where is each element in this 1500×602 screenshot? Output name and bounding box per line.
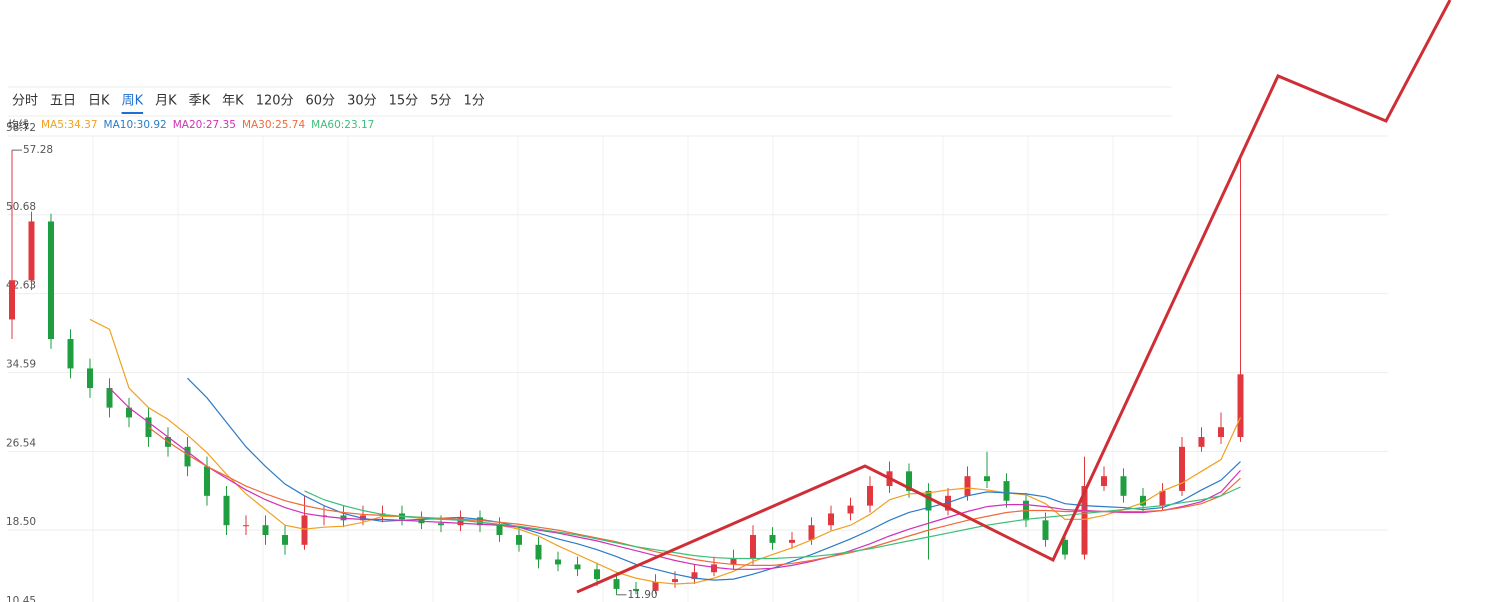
legend-entry: MA20:27.35: [173, 119, 236, 131]
y-tick-label: 18.50: [6, 516, 36, 528]
candle-body: [496, 525, 503, 536]
candle-body: [1003, 481, 1010, 501]
candle-body: [964, 476, 971, 496]
candle-body: [750, 535, 756, 559]
candle-body: [457, 517, 464, 526]
candle-body: [535, 544, 542, 560]
period-tab[interactable]: 五日: [50, 94, 76, 109]
ma-line: [89, 318, 1242, 585]
candle-body: [789, 539, 795, 543]
candle-body: [87, 368, 93, 389]
period-tab[interactable]: 15分: [389, 94, 419, 109]
period-tab[interactable]: 季K: [189, 94, 211, 109]
candle-body: [1159, 490, 1166, 506]
candle-body: [555, 559, 561, 565]
candle-body: [28, 221, 35, 281]
period-tab[interactable]: 月K: [155, 94, 177, 109]
ma-line: [148, 426, 1241, 566]
min-label: 11.90: [628, 589, 658, 601]
period-tab[interactable]: 1分: [463, 94, 484, 109]
ma-label: 均线: [8, 118, 29, 131]
candle-body: [613, 579, 620, 589]
legend-entry: MA10:30.92: [104, 119, 167, 131]
candle-body: [243, 525, 249, 527]
candle-body: [516, 535, 522, 545]
candle-body: [906, 471, 912, 491]
ma-line: [304, 486, 1241, 560]
candle-body: [48, 221, 54, 340]
period-tab[interactable]: 日K: [88, 94, 110, 109]
period-tab[interactable]: 60分: [306, 94, 336, 109]
candle-body: [223, 495, 230, 526]
candle-body: [984, 476, 990, 482]
candle-body: [633, 588, 639, 591]
candle-body: [1198, 437, 1205, 447]
drawn-trend-line: [576, 0, 1452, 594]
candle-body: [867, 486, 873, 506]
candle-body: [438, 523, 444, 526]
candle-body: [925, 490, 932, 511]
candle-body: [184, 446, 191, 467]
period-tab[interactable]: 5分: [430, 94, 451, 109]
legend-entry: MA5:34.37: [41, 119, 98, 131]
candle-body: [1140, 495, 1146, 506]
candle-body: [1101, 476, 1107, 487]
candle-body: [1237, 374, 1244, 438]
candle-body: [477, 517, 483, 526]
y-tick-label: 26.54: [6, 437, 36, 449]
ma-line: [187, 377, 1241, 581]
candle-body: [847, 505, 854, 514]
period-tab[interactable]: 分时: [12, 94, 38, 109]
legend-entry: MA30:25.74: [242, 119, 306, 131]
candle-body: [106, 388, 113, 408]
candle-body: [691, 572, 698, 580]
candle-body: [1120, 476, 1127, 496]
max-label: 57.28: [23, 144, 53, 156]
ma-line: [109, 387, 1241, 570]
candle-body: [652, 582, 659, 591]
candle-body: [1218, 427, 1224, 438]
candle-body: [711, 564, 717, 573]
candle-body: [672, 579, 678, 583]
y-tick-label: 34.59: [6, 358, 36, 370]
candle-body: [730, 558, 737, 565]
period-tab[interactable]: 30分: [347, 94, 377, 109]
period-tab[interactable]: 周K: [122, 94, 144, 109]
candle-body: [1042, 520, 1049, 540]
candle-body: [1179, 446, 1185, 491]
candle-body: [145, 417, 152, 438]
plot: 57.28 11.90: [9, 144, 1244, 601]
candle-body: [282, 535, 288, 545]
period-tab[interactable]: 120分: [256, 94, 294, 109]
candle-body: [67, 339, 74, 369]
candle-body: [828, 513, 834, 526]
y-tick-label: 58.72: [6, 122, 36, 134]
candle-body: [808, 525, 815, 540]
candle-body: [594, 569, 600, 580]
candle-body: [1081, 486, 1088, 555]
candle-body: [9, 280, 15, 320]
candle-body: [204, 466, 210, 496]
y-tick-label: 50.68: [6, 201, 36, 213]
candle-body: [1062, 539, 1068, 555]
candle-body: [301, 515, 308, 545]
candle-body: [262, 525, 269, 536]
candle-body: [126, 407, 132, 418]
candle-body: [769, 535, 776, 543]
y-tick-label: 10.45: [6, 595, 36, 602]
legend-entry: MA60:23.17: [311, 119, 374, 131]
candle-body: [574, 564, 581, 570]
period-tab[interactable]: 年K: [222, 94, 244, 109]
